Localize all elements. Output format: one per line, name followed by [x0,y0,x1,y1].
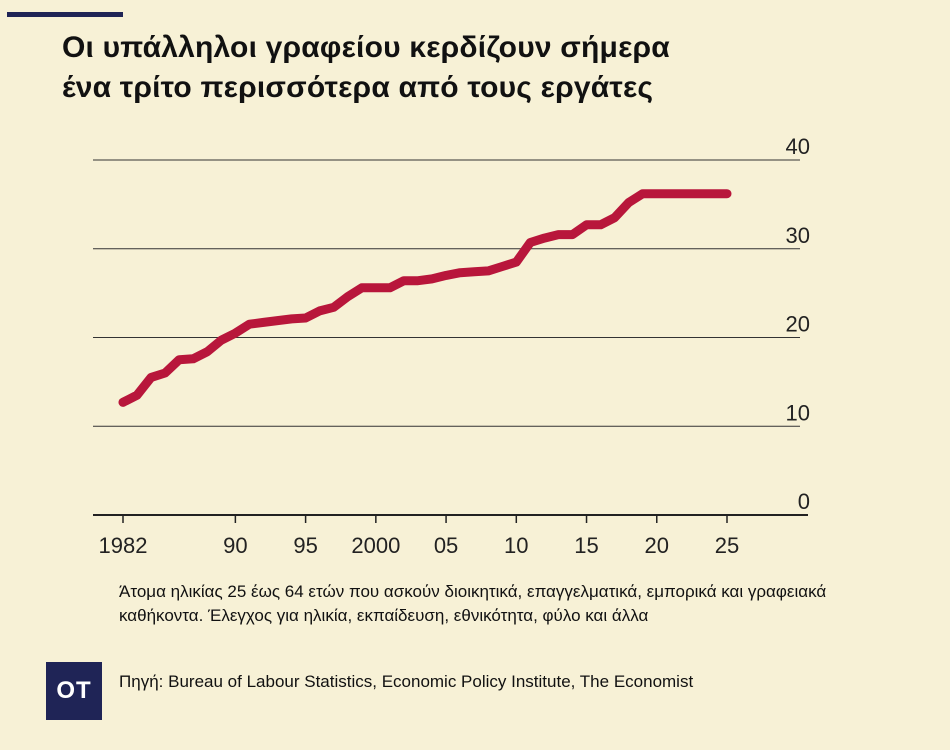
series-line-0 [118,189,732,407]
top-accent-bar [7,12,123,17]
y-tick-label-0: 0 [798,489,810,514]
x-tick-label-2010: 10 [504,533,528,558]
x-tick-label-2020: 20 [645,533,669,558]
ot-logo: ΟΤ [46,662,102,720]
x-tick-label-2015: 15 [574,533,598,558]
chart-title-line-1: Οι υπάλληλοι γραφείου κερδίζουν σήμερα [62,31,670,64]
y-tick-label-40: 40 [786,134,810,159]
x-tick-label-1982: 1982 [99,533,148,558]
y-tick-label-20: 20 [786,312,810,337]
y-tick-label-30: 30 [786,223,810,248]
x-tick-label-1995: 95 [293,533,317,558]
x-tick-label-2000: 2000 [351,533,400,558]
x-tick-label-2025: 25 [715,533,739,558]
y-tick-label-10: 10 [786,400,810,425]
chart-source: Πηγή: Bureau of Labour Statistics, Econo… [119,672,694,691]
x-tick-label-1990: 90 [223,533,247,558]
chart-note: Άτομα ηλικίας 25 έως 64 ετών που ασκούν … [119,582,827,625]
chart-title: Οι υπάλληλοι γραφείου κερδίζουν σήμερα έ… [62,28,882,108]
chart-title-line-2: ένα τρίτο περισσότερα από τους εργάτες [62,71,654,104]
x-tick-label-2005: 05 [434,533,458,558]
line-chart: 0 10 20 30 40 1982 90 95 2000 05 10 15 20 25 [93,134,810,558]
